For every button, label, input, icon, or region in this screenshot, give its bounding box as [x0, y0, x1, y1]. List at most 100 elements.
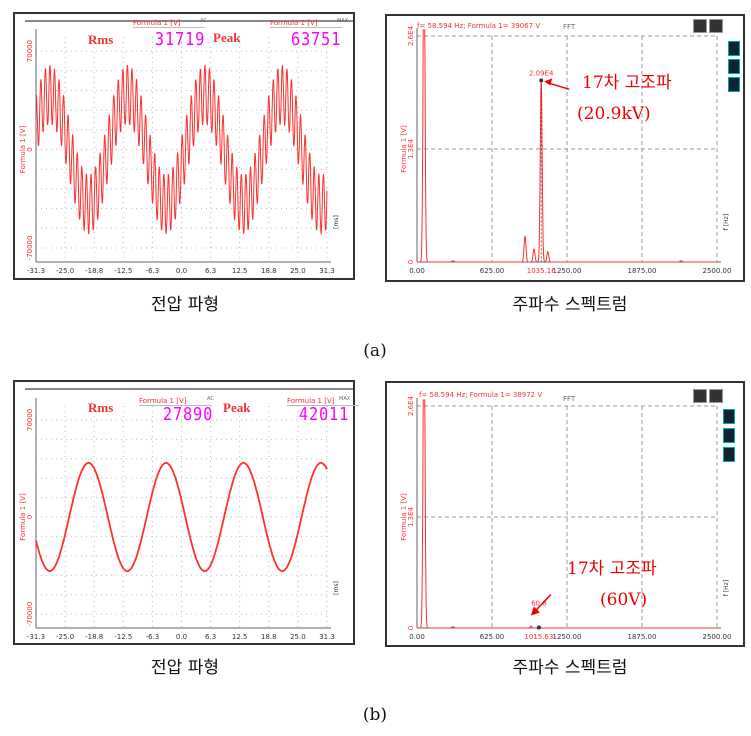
rms-channel: Formula 1 [V]	[139, 397, 211, 406]
peak-mode: MAX	[337, 18, 349, 24]
x-tick-label: 1250.00	[553, 267, 582, 275]
marker-value-label: 2.09E4	[529, 69, 554, 77]
x-axis-label: [ms]	[333, 215, 340, 229]
x-axis-label: [ms]	[333, 581, 340, 595]
y-axis-label: Formula 1 [V]	[400, 493, 408, 541]
x-tick-label: 31.3	[319, 633, 335, 641]
voltage-waveform-panel-a: -31.3 -25.0 -18.8 -12.5 -6.3 0.0 6.3 12.5 18.8 25…	[13, 12, 355, 280]
rms-mode: AC	[207, 396, 214, 402]
x-tick-label: 2500.00	[703, 633, 732, 641]
caption-spectrum-a: 주파수 스펙트럼	[512, 295, 628, 315]
cursor-tool-button[interactable]	[693, 389, 707, 403]
y-tick-label: 0	[26, 515, 34, 519]
x-tick-label: -18.8	[85, 267, 103, 275]
marker-dot	[536, 625, 541, 630]
x-tick-label: 6.3	[205, 267, 216, 275]
x-tick-label: 625.00	[480, 633, 505, 641]
peak-mode: MAX	[339, 396, 351, 402]
y-axis-label: Formula 1 [V]	[19, 126, 27, 174]
rms-channel: Formula 1 [V]	[133, 19, 205, 28]
x-tick-label: -12.5	[114, 633, 132, 641]
y-tick-label: 0	[407, 260, 415, 264]
y-tick-label: 2.6E4	[407, 395, 415, 416]
marker-value-label: 60.8	[531, 599, 547, 607]
caption-voltage-a: 전압 파형	[151, 295, 219, 315]
x-tick-label: 625.00	[480, 267, 505, 275]
rms-mode: AC	[200, 18, 207, 24]
peak-channel: Formula 1 [V]	[287, 397, 359, 406]
spectrum-trace	[417, 29, 717, 263]
voltage-trace	[35, 64, 328, 236]
peak-button[interactable]	[723, 428, 735, 443]
voltage-trace	[35, 461, 328, 573]
voltage-waveform-panel-b: -31.3 -25.0 -18.8 -12.5 -6.3 0.0 6.3 12.5 18.8 25…	[13, 380, 359, 645]
x-tick-label: 25.0	[290, 267, 306, 275]
harmonic-button[interactable]	[723, 447, 735, 462]
y-axis-label: Formula 1 [V]	[400, 125, 408, 173]
peak-label: Peak	[223, 400, 251, 415]
x-tick-label: 25.0	[290, 633, 306, 641]
x-tick-label: 0.00	[409, 633, 425, 641]
marker-dot	[539, 78, 544, 83]
x-axis-label: f [Hz]	[723, 214, 730, 230]
spectrum-trace	[417, 399, 717, 629]
harmonic-button[interactable]	[728, 77, 740, 92]
x-tick-label: -12.5	[114, 267, 132, 275]
rms-value: 31719	[154, 29, 205, 50]
x-tick-label: 0.0	[176, 633, 187, 641]
y-tick-label: 2.6E4	[407, 25, 415, 46]
rms-label: Rms	[88, 400, 114, 415]
x-tick-label: 6.3	[205, 633, 216, 641]
annotation-value: (60V)	[600, 590, 648, 610]
rms-label: Rms	[88, 32, 114, 47]
marker-frequency-label: 1035.16	[527, 267, 556, 275]
y-tick-label: 70000	[26, 40, 34, 62]
rpm-button[interactable]	[723, 409, 735, 424]
cursor-tool-button[interactable]	[693, 19, 707, 33]
x-tick-label: -25.0	[56, 267, 74, 275]
cursor-readout: f= 58.594 Hz; Formula 1= 38972 V	[419, 391, 543, 399]
voltage-waveform-chart-a: -31.3 -25.0 -18.8 -12.5 -6.3 0.0 6.3 12.5 18.8 25…	[19, 20, 353, 275]
x-tick-label: 1875.00	[628, 267, 657, 275]
y-axis-label: Formula 1 [V]	[19, 493, 27, 541]
caption-voltage-b: 전압 파형	[151, 658, 219, 678]
rms-value: 27890	[162, 404, 213, 425]
x-tick-label: -31.3	[27, 633, 45, 641]
peak-label: Peak	[213, 30, 241, 45]
x-tick-label: -6.3	[146, 633, 160, 641]
x-tick-label: 12.5	[232, 267, 248, 275]
caption-spectrum-b: 주파수 스펙트럼	[512, 658, 628, 678]
spectrum-chart-a: 0.00 625.00 1250.00 1875.00 2500.00 0 1.3E4 2.6…	[400, 25, 732, 275]
x-tick-label: 0.0	[176, 267, 187, 275]
x-tick-label: 12.5	[232, 633, 248, 641]
figure-label-b: (b)	[362, 705, 388, 725]
x-tick-label: 1250.00	[553, 633, 582, 641]
figure-label-a: (a)	[363, 341, 387, 361]
zoom-tool-button[interactable]	[709, 389, 723, 403]
y-tick-label: -70000	[26, 236, 34, 261]
peak-value: 63751	[290, 29, 341, 50]
rpm-button[interactable]	[728, 41, 740, 56]
x-tick-label: 2500.00	[703, 267, 732, 275]
y-tick-label: 1.3E4	[407, 506, 415, 527]
annotation-arrowhead	[530, 606, 540, 616]
x-tick-label: -31.3	[27, 267, 45, 275]
zoom-tool-button[interactable]	[709, 19, 723, 33]
spectrum-chart-b: 0.00 625.00 1250.00 1875.00 2500.00 0 1.3E4 2.6…	[400, 395, 732, 641]
peak-channel: Formula 1 [V]	[270, 19, 342, 28]
x-axis-label: f [Hz]	[723, 580, 730, 596]
peak-button[interactable]	[728, 59, 740, 74]
annotation-value: (20.9kV)	[577, 104, 651, 124]
annotation-harmonic: 17차 고조파	[567, 559, 657, 579]
x-tick-label: -6.3	[146, 267, 160, 275]
spectrum-panel-a: 0.00 625.00 1250.00 1875.00 2500.00 0 1.3E4 2.6…	[385, 14, 745, 282]
y-tick-label: 70000	[26, 409, 34, 431]
x-tick-label: 18.8	[261, 267, 277, 275]
peak-value: 42011	[298, 404, 349, 425]
x-tick-label: 18.8	[261, 633, 277, 641]
voltage-waveform-chart-b: -31.3 -25.0 -18.8 -12.5 -6.3 0.0 6.3 12.5 18.8 25…	[19, 388, 353, 641]
fft-title: FFT	[563, 23, 576, 31]
x-tick-label: -25.0	[56, 633, 74, 641]
annotation-harmonic: 17차 고조파	[582, 73, 672, 93]
x-tick-label: 1875.00	[628, 633, 657, 641]
